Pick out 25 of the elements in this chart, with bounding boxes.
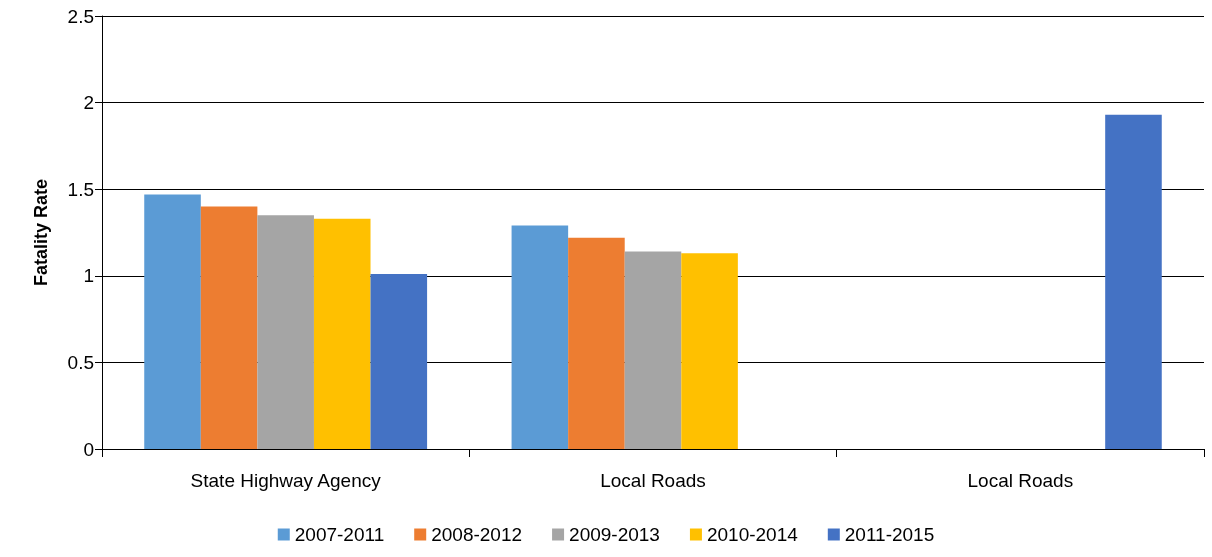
y-tick-label: 2.5: [67, 5, 94, 27]
y-tick-label: 2: [83, 92, 94, 114]
y-tick-label: 0: [83, 438, 94, 460]
bar: [257, 215, 314, 449]
y-tick-label: 0.5: [67, 351, 94, 373]
bar: [313, 218, 371, 449]
bar: [200, 206, 258, 449]
legend-label: 2011-2015: [844, 524, 935, 545]
bar: [624, 251, 682, 449]
bar: [144, 194, 201, 449]
bar: [568, 237, 625, 449]
bar: [1105, 114, 1162, 449]
y-tick-label: 1: [83, 265, 94, 287]
legend-label: 2009-2013: [569, 524, 660, 545]
bar: [681, 253, 738, 449]
legend-label: 2008-2012: [431, 524, 523, 545]
y-tick-label: 1.5: [67, 178, 94, 200]
y-axis-title: Fatality Rate: [31, 178, 51, 287]
x-tick-label: Local Roads: [967, 470, 1074, 491]
bar: [370, 274, 428, 449]
x-tick-label: Local Roads: [600, 470, 706, 491]
bar: [511, 225, 569, 449]
legend-label: 2010-2014: [706, 524, 799, 545]
x-tick-label: State Highway Agency: [190, 470, 382, 491]
legend-label: 2007-2011: [294, 524, 385, 545]
